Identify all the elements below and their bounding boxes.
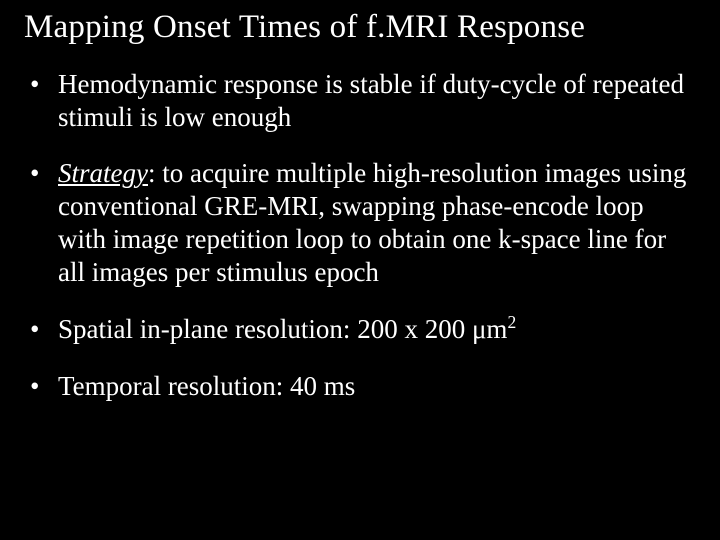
superscript: 2	[507, 312, 516, 332]
bullet-text: Temporal resolution: 40 ms	[58, 371, 355, 401]
bullet-text-pre: Spatial in-plane resolution: 200 x 200	[58, 314, 472, 344]
bullet-list: Hemodynamic response is stable if duty-c…	[24, 68, 696, 404]
bullet-item: Temporal resolution: 40 ms	[24, 370, 696, 403]
unit-micrometer: μm	[472, 314, 507, 344]
bullet-item: Spatial in-plane resolution: 200 x 200 μ…	[24, 313, 696, 346]
slide: Mapping Onset Times of f.MRI Response He…	[0, 0, 720, 540]
bullet-text: : to acquire multiple high-resolution im…	[58, 158, 686, 287]
bullet-item: Strategy: to acquire multiple high-resol…	[24, 157, 696, 289]
bullet-text: Hemodynamic response is stable if duty-c…	[58, 69, 684, 132]
slide-title: Mapping Onset Times of f.MRI Response	[24, 8, 696, 48]
bullet-item: Hemodynamic response is stable if duty-c…	[24, 68, 696, 134]
strategy-label: Strategy	[58, 158, 148, 188]
